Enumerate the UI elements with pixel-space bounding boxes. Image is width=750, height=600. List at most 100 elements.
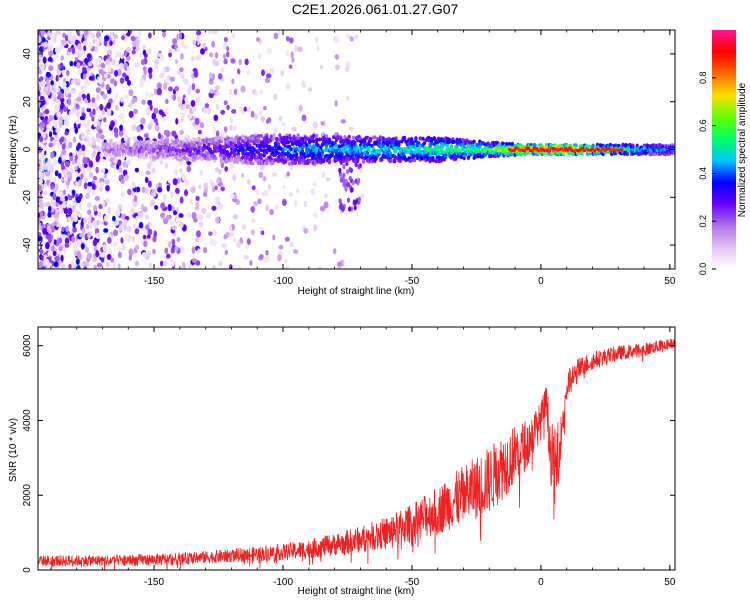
spectrogram-cell <box>191 106 197 113</box>
spectrogram-cell <box>160 202 166 210</box>
spectrogram-cell <box>42 37 46 43</box>
spectrogram-cell <box>346 197 351 203</box>
spectrogram-cell <box>56 141 61 148</box>
spectrogram-cell <box>92 108 96 116</box>
spectrogram-cell <box>175 206 180 212</box>
spectrogram-cell <box>303 227 309 234</box>
spectrogram-cell <box>141 99 146 105</box>
spectrogram-cell <box>322 119 327 127</box>
snr-y-ticks: 0 2000 4000 6000 <box>22 334 675 573</box>
spectrogram-cell <box>74 154 78 161</box>
spectrogram-cell <box>86 107 92 113</box>
spectrogram-cell <box>215 91 220 96</box>
spectrogram-cell <box>289 147 293 152</box>
spectrogram-cell <box>342 177 346 183</box>
spectrogram-cell <box>351 180 355 186</box>
spectrogram-cell <box>149 104 153 111</box>
spectrogram-cell <box>256 37 260 42</box>
spectrogram-cell <box>256 150 261 155</box>
spectrogram-cell <box>65 225 69 233</box>
spectrogram-cell <box>434 159 438 164</box>
spectrogram-cell <box>56 237 60 245</box>
spectrogram-cell <box>54 184 59 192</box>
spectrogram-cell <box>190 186 196 194</box>
spectrogram-cell <box>81 260 88 268</box>
spectrogram-cell <box>163 139 167 144</box>
spectrogram-cell <box>214 156 218 161</box>
spectrogram-cell <box>168 240 172 248</box>
spectrogram-cell <box>265 135 269 140</box>
spectrogram-cell <box>200 48 205 55</box>
spectrogram-cell <box>113 220 119 227</box>
spectrogram-cell <box>77 179 82 187</box>
spectrogram-cell <box>508 142 512 146</box>
spectrogram-cell <box>282 135 286 140</box>
spectrogram-cell <box>183 151 187 156</box>
spectrogram-cell <box>260 69 266 77</box>
spectrogram-cell <box>274 204 279 210</box>
spectrogram-cell <box>209 72 213 79</box>
spectrogram-cell <box>240 85 246 93</box>
spectrogram-cell <box>76 81 81 86</box>
spectrogram-cell <box>273 158 278 162</box>
spectrogram-cell <box>223 58 228 65</box>
spectrogram-cell <box>81 107 85 114</box>
spectrogram-cell <box>147 180 152 188</box>
spectrogram-cell <box>259 254 264 259</box>
spectrogram-cell <box>53 261 59 268</box>
spectrogram-cell <box>142 206 148 213</box>
spectrogram-cell <box>133 108 138 115</box>
spectrogram-cell <box>325 177 331 182</box>
spectrogram-cell <box>190 100 196 107</box>
spectrogram-cell <box>62 32 67 38</box>
colorbar-tick-label: 0.6 <box>698 119 708 132</box>
spectrogram-cell <box>92 204 98 212</box>
spectrogram-cell <box>131 181 136 189</box>
spectrogram-cell <box>77 53 82 59</box>
spectrogram-cell <box>282 184 286 190</box>
spectrogram-cell <box>161 150 166 155</box>
spectrogram-cell <box>172 93 177 101</box>
spectrogram-cell <box>119 124 124 132</box>
spectrogram-cell <box>69 126 75 132</box>
spectrogram-cell <box>345 61 351 68</box>
spectrogram-cell <box>258 110 263 116</box>
spectrogram-cell <box>88 30 92 36</box>
spectrogram-cell <box>259 148 263 153</box>
spectrogram-cell <box>67 216 72 222</box>
spectrogram-cell <box>87 141 93 147</box>
spectrogram-cell <box>642 146 646 151</box>
spectrogram-cell <box>170 259 176 267</box>
spectrogram-cell <box>245 155 249 160</box>
spectrogram-cell <box>42 227 48 235</box>
spectrogram-cell <box>455 144 459 148</box>
spectrogram-cell <box>391 137 395 142</box>
spectrogram-cell <box>126 79 132 86</box>
spectrogram-cell <box>48 56 53 62</box>
spectrogram-cell <box>64 130 69 136</box>
spectrogram-cell <box>140 212 145 218</box>
spectrogram-cell <box>68 141 73 149</box>
spectrogram-cell <box>198 214 204 221</box>
spectrogram-cell <box>102 168 106 174</box>
spectrogram-cell <box>95 249 100 258</box>
snr-x-ticks: -150 -100 -50 0 50 <box>50 327 676 588</box>
spectrogram-cell <box>172 38 178 45</box>
spectrogram-cell <box>301 80 306 88</box>
spectrogram-cell <box>452 139 456 144</box>
spectrogram-cell <box>81 51 86 56</box>
spectrogram-cell <box>177 102 183 108</box>
spectrogram-cell <box>58 122 63 129</box>
spectrogram-cell <box>176 177 181 184</box>
spectrogram-cell <box>68 195 73 201</box>
spectrogram-cell <box>43 190 48 196</box>
spectrogram-cell <box>265 118 270 125</box>
spectrogram-cell <box>105 141 109 146</box>
spectrogram-cell <box>624 143 628 148</box>
spectrogram-cell <box>147 67 153 74</box>
spectrogram-cell <box>84 57 89 64</box>
spectrogram-cell <box>123 135 127 142</box>
spectrogram-cell <box>135 215 140 221</box>
spectrogram-cell <box>110 257 115 263</box>
spectrogram-cell <box>235 159 239 164</box>
